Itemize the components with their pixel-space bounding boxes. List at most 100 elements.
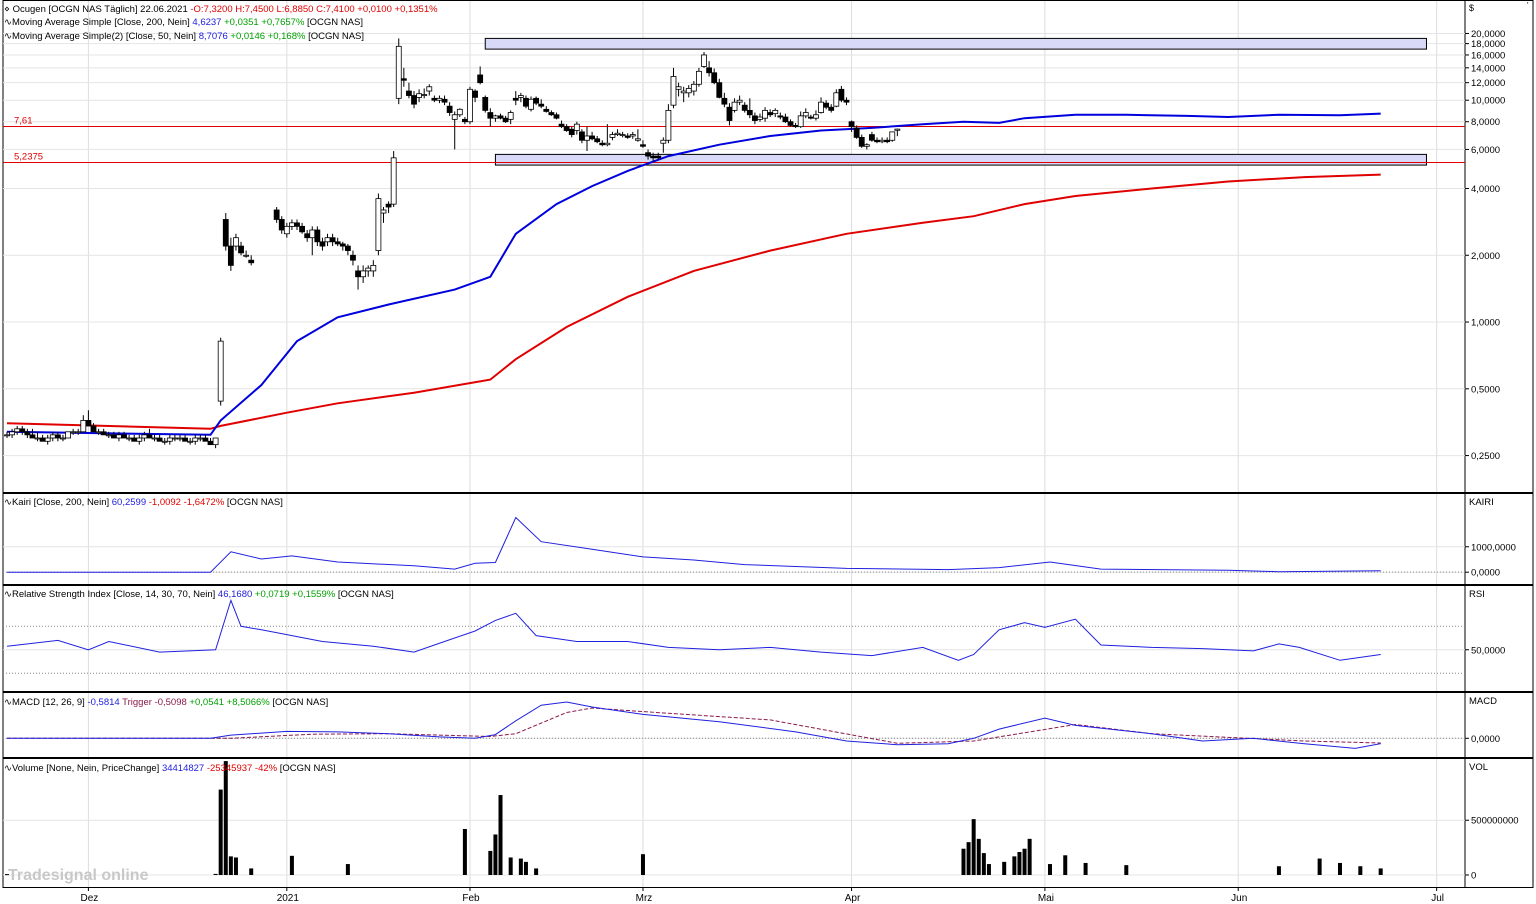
candle[interactable] [146, 434, 153, 439]
candle[interactable] [110, 434, 117, 439]
candle[interactable] [487, 112, 494, 119]
candle[interactable] [141, 434, 148, 439]
volume-bar[interactable] [1012, 856, 1017, 875]
candle[interactable] [757, 116, 763, 120]
candle[interactable] [207, 440, 214, 446]
candle[interactable] [818, 101, 824, 113]
candle[interactable] [121, 434, 127, 439]
volume-bar[interactable] [971, 819, 976, 875]
volume-bar[interactable] [986, 864, 991, 875]
candle[interactable] [24, 431, 31, 436]
candle[interactable] [65, 431, 71, 439]
candle[interactable] [278, 219, 285, 231]
candle[interactable] [721, 97, 728, 105]
candle[interactable] [746, 109, 753, 116]
candle[interactable] [411, 95, 417, 105]
candle[interactable] [182, 437, 188, 442]
candle[interactable] [848, 121, 855, 128]
candle[interactable] [802, 112, 809, 117]
candle[interactable] [324, 237, 331, 243]
candle[interactable] [461, 118, 468, 123]
candle[interactable] [772, 109, 779, 115]
candle[interactable] [736, 99, 743, 103]
candle[interactable] [421, 94, 428, 97]
candle[interactable] [217, 340, 224, 402]
candle[interactable] [579, 131, 585, 141]
candle[interactable] [548, 112, 555, 116]
candle[interactable] [344, 245, 351, 251]
volume-bar[interactable] [523, 861, 528, 875]
candle[interactable] [482, 96, 489, 111]
volume-bar[interactable] [961, 848, 966, 875]
candle[interactable] [619, 134, 626, 136]
candle[interactable] [116, 434, 122, 439]
volume-bar[interactable] [223, 761, 228, 875]
volume-bar[interactable] [1083, 862, 1088, 875]
candle[interactable] [517, 95, 524, 98]
candle[interactable] [863, 144, 870, 147]
candle[interactable] [553, 114, 560, 119]
candle[interactable] [390, 157, 397, 205]
main-legend[interactable]: ⋄ Ocugen [OCGN NAS Täglich] 22.06.2021 -… [4, 4, 438, 15]
candle[interactable] [375, 198, 382, 251]
candle[interactable] [44, 437, 51, 442]
candle[interactable] [807, 116, 814, 119]
candle[interactable] [34, 437, 41, 440]
ma50-legend[interactable]: ∿Moving Average Simple(2) [Close, 50, Ne… [4, 31, 364, 42]
candle[interactable] [675, 86, 682, 90]
candle[interactable] [406, 90, 412, 96]
candle[interactable] [39, 437, 46, 442]
volume-bar[interactable] [1124, 865, 1129, 875]
candle[interactable] [395, 45, 402, 99]
candle[interactable] [838, 88, 845, 101]
candle[interactable] [787, 121, 794, 126]
candle[interactable] [558, 123, 565, 128]
candle[interactable] [645, 152, 651, 157]
volume-bar[interactable] [5, 874, 9, 876]
candle[interactable] [227, 245, 234, 266]
candle[interactable] [889, 131, 896, 141]
volume-bar[interactable] [233, 857, 238, 875]
candle[interactable] [80, 420, 87, 433]
candle[interactable] [19, 428, 26, 433]
candle[interactable] [690, 83, 697, 92]
candle[interactable] [385, 203, 392, 208]
candle[interactable] [869, 134, 875, 141]
candle[interactable] [355, 270, 361, 278]
candle[interactable] [640, 144, 646, 147]
candle[interactable] [894, 128, 901, 131]
volume-bar[interactable] [981, 853, 986, 875]
candle[interactable] [222, 219, 229, 247]
volume-bar[interactable] [1358, 866, 1363, 875]
candle[interactable] [360, 270, 367, 278]
candle[interactable] [238, 245, 244, 254]
candle[interactable] [319, 241, 326, 247]
volume-bar[interactable] [518, 858, 523, 875]
candle[interactable] [365, 267, 372, 272]
candle[interactable] [289, 222, 295, 227]
candle[interactable] [212, 437, 219, 446]
candle[interactable] [777, 115, 784, 118]
candle[interactable] [192, 437, 199, 442]
candle[interactable] [431, 97, 438, 101]
candle[interactable] [370, 265, 377, 272]
candle[interactable] [853, 127, 860, 138]
candle[interactable] [304, 233, 311, 239]
candle[interactable] [177, 437, 183, 440]
candle[interactable] [477, 74, 484, 84]
kairi-legend[interactable]: ∿Kairi [Close, 200, Nein] 60,2599 -1,009… [4, 497, 283, 508]
candle[interactable] [329, 237, 336, 243]
candle[interactable] [85, 420, 92, 427]
candle[interactable] [589, 135, 595, 140]
candle[interactable] [451, 114, 458, 120]
volume-bar[interactable] [462, 829, 467, 875]
volume-bar[interactable] [249, 868, 254, 875]
candle[interactable] [350, 254, 356, 261]
candle[interactable] [9, 431, 15, 436]
candle[interactable] [273, 209, 280, 220]
candle[interactable] [655, 155, 662, 159]
candle[interactable] [609, 134, 616, 138]
candle[interactable] [782, 116, 789, 123]
candle[interactable] [858, 136, 865, 147]
candle[interactable] [156, 437, 163, 442]
